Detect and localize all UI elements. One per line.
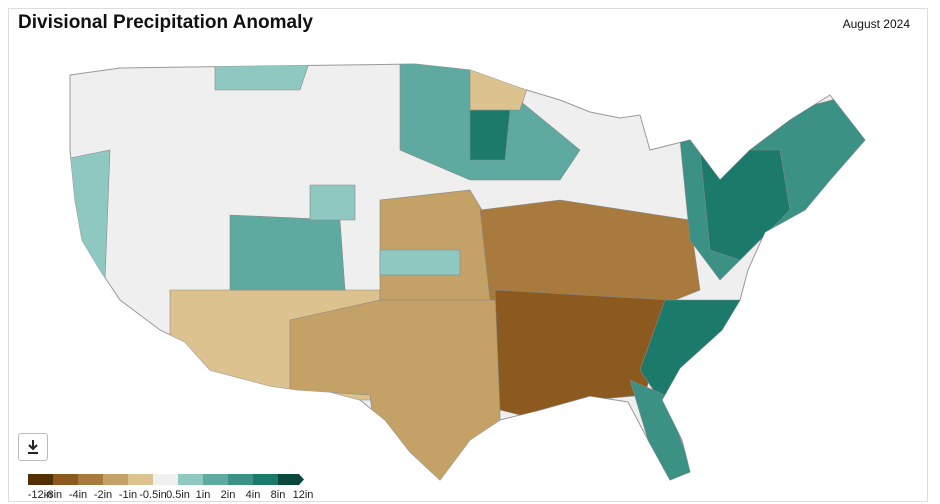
region [469, 109, 511, 161]
legend-label: -1in [119, 489, 137, 501]
legend-label: -2in [94, 489, 112, 501]
legend-label: 4in [246, 489, 261, 501]
region [70, 149, 111, 281]
region [699, 149, 791, 261]
legend-swatch [178, 474, 203, 485]
legend-swatch [128, 474, 153, 485]
date: August 2024 [842, 17, 910, 31]
legend-swatch [278, 474, 304, 485]
legend-label: -0.5in [139, 489, 167, 501]
legend-label: -4in [69, 489, 87, 501]
legend-swatch [53, 474, 78, 485]
region [629, 379, 696, 480]
region [289, 294, 501, 480]
legend-swatch [78, 474, 103, 485]
legend-label: 12in [293, 489, 314, 501]
legend-swatch [28, 474, 53, 485]
legend-label: 0.5in [166, 489, 190, 501]
region [479, 199, 701, 311]
download-icon [28, 440, 38, 454]
region [229, 214, 346, 291]
title: Divisional Precipitation Anomaly [18, 12, 313, 33]
legend-label: 2in [221, 489, 236, 501]
legend-label: 8in [271, 489, 286, 501]
region [214, 64, 311, 91]
legend-swatch [253, 474, 278, 485]
legend-swatch [153, 474, 178, 485]
legend-label: -8in [44, 489, 62, 501]
region [379, 249, 461, 276]
panel [8, 8, 928, 502]
download-button[interactable] [18, 433, 48, 461]
legend-label: -12in [28, 489, 52, 501]
legend-swatch [203, 474, 228, 485]
region [309, 184, 356, 221]
legend-swatch [103, 474, 128, 485]
legend-swatch [228, 474, 253, 485]
region [469, 64, 531, 111]
legend-label: 1in [196, 489, 211, 501]
